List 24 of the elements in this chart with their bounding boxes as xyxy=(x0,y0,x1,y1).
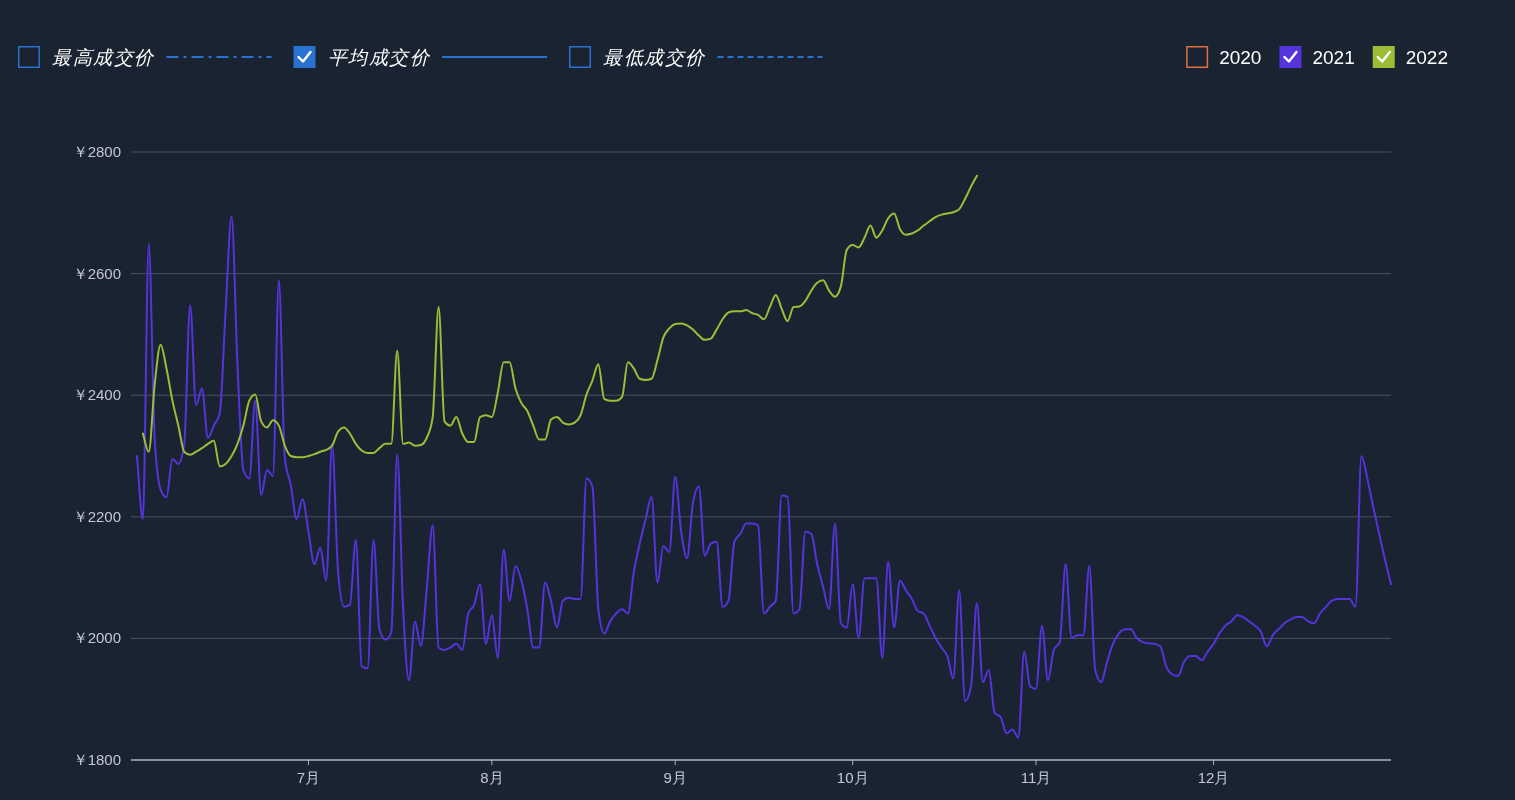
legend-item: 2020 xyxy=(1186,46,1262,68)
legend-label: 最高成交价 xyxy=(52,47,155,68)
y-tick-label: ￥2000 xyxy=(72,629,121,647)
legend-item: 最高成交价 xyxy=(18,46,273,68)
legend-label: 2020 xyxy=(1219,47,1262,68)
legend-item: 2021 xyxy=(1279,46,1355,68)
x-tick-label: 12月 xyxy=(1197,769,1230,786)
legend-label: 2022 xyxy=(1405,47,1448,68)
x-tick-label: 7月 xyxy=(296,769,321,786)
legend-label: 2021 xyxy=(1312,47,1355,68)
y-tick-label: ￥2400 xyxy=(72,386,121,404)
legend-item: 2022 xyxy=(1372,46,1448,68)
x-tick-label: 10月 xyxy=(836,769,869,786)
y-tick-label: ￥2200 xyxy=(72,507,121,525)
x-tick-label: 11月 xyxy=(1020,769,1052,786)
legend-label: 平均成交价 xyxy=(327,47,431,68)
y-tick-label: ￥2600 xyxy=(72,264,121,282)
x-tick-label: 9月 xyxy=(663,769,687,786)
x-tick-label: 8月 xyxy=(480,769,504,786)
y-tick-label: ￥2800 xyxy=(72,143,121,160)
y-tick-label: ￥1800 xyxy=(72,751,121,768)
legend-item: 最低成交价 xyxy=(569,46,824,68)
legend-item: 平均成交价 xyxy=(293,46,548,68)
legend-label: 最低成交价 xyxy=(603,47,706,68)
